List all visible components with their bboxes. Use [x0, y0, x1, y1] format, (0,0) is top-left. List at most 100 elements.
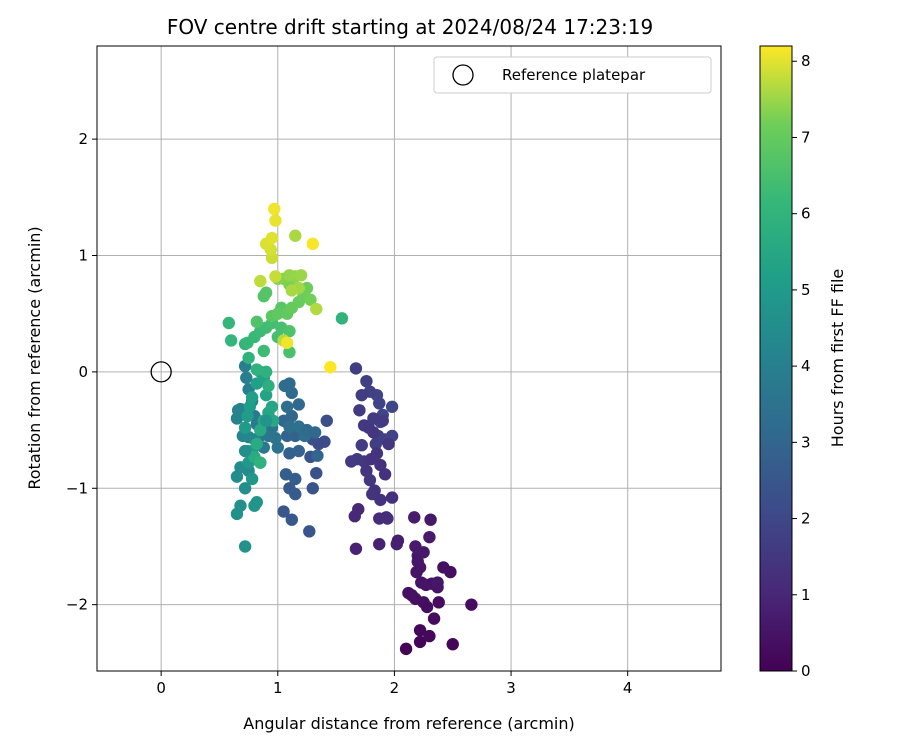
y-tick-label: 2 [78, 130, 88, 148]
data-point [364, 452, 378, 466]
data-point [285, 513, 298, 526]
plot-frame [96, 45, 722, 672]
colorbar-tick-label: 1 [801, 586, 811, 604]
reference-platepar-marker [150, 361, 172, 383]
data-point [423, 629, 436, 643]
data-point [245, 472, 259, 486]
x-tick-label: 3 [506, 679, 516, 697]
data-point [360, 464, 373, 478]
y-tick-label: 0 [78, 363, 88, 381]
data-point [306, 237, 319, 251]
data-point [417, 546, 430, 559]
data-point [294, 269, 308, 282]
x-axis-label: Angular distance from reference (arcmin) [243, 714, 574, 733]
data-point [271, 307, 284, 320]
data-point [230, 507, 244, 521]
data-point [360, 374, 373, 388]
data-point [269, 270, 282, 283]
data-point [345, 455, 358, 468]
data-point [262, 379, 275, 393]
colorbar-tick-label: 3 [801, 433, 811, 451]
data-point [355, 439, 368, 452]
data-point [289, 487, 302, 501]
y-tick-label: −1 [66, 479, 88, 497]
data-point [259, 388, 273, 402]
data-point [285, 409, 298, 423]
data-point [385, 491, 399, 504]
data-point [277, 505, 290, 518]
data-point [303, 525, 316, 538]
data-point [280, 429, 294, 443]
x-tick-label: 0 [156, 679, 166, 697]
colorbar: 0 1 2 3 4 5 6 7 8 Hours from first FF file [759, 45, 847, 680]
data-point [283, 269, 296, 282]
colorbar-tick-label: 4 [801, 357, 811, 375]
colorbar-tick-label: 6 [801, 205, 811, 223]
data-point [279, 468, 293, 481]
data-point [373, 537, 386, 551]
chart-title: FOV centre drift starting at 2024/08/24 … [167, 15, 653, 39]
data-point [240, 371, 253, 384]
data-point [382, 437, 395, 451]
data-point [283, 447, 296, 460]
data-point [378, 468, 392, 481]
data-point [259, 286, 273, 299]
data-point [269, 214, 282, 227]
legend: Reference platepar [433, 56, 712, 94]
colorbar-tick-label: 0 [801, 662, 811, 680]
y-tick-label: 1 [78, 246, 88, 264]
x-tick-label: 1 [273, 679, 283, 697]
data-point [238, 482, 252, 495]
data-point [254, 274, 267, 288]
colorbar-tick-label: 2 [801, 510, 811, 528]
data-point [349, 542, 363, 555]
data-point [408, 511, 421, 524]
data-point [335, 312, 349, 325]
data-point [355, 388, 368, 402]
x-axis-ticks: 0 1 2 3 4 [156, 671, 632, 697]
data-point [367, 426, 380, 439]
data-point [415, 576, 428, 589]
colorbar-gradient [759, 45, 793, 672]
y-tick-label: −2 [66, 596, 88, 614]
legend-box [433, 56, 712, 94]
data-point [308, 426, 322, 439]
data-point [242, 351, 255, 365]
data-point [265, 231, 279, 245]
data-point [465, 598, 478, 611]
data-point [381, 512, 394, 525]
data-point [271, 441, 284, 454]
data-point [230, 470, 244, 483]
legend-label: Reference platepar [502, 66, 646, 84]
data-point [310, 302, 323, 316]
data-point [423, 530, 436, 544]
data-point [348, 510, 361, 523]
data-point [238, 444, 252, 458]
data-point [292, 398, 305, 411]
data-point [304, 293, 317, 306]
y-axis-label: Rotation from reference (arcmin) [25, 226, 44, 489]
data-point [280, 336, 294, 349]
x-tick-label: 2 [390, 679, 400, 697]
data-point [283, 420, 296, 433]
x-tick-label: 4 [623, 679, 633, 697]
data-point [289, 472, 302, 486]
data-point [250, 437, 263, 451]
data-point [424, 513, 437, 526]
data-point [268, 202, 281, 216]
colorbar-tick-label: 8 [801, 52, 811, 70]
data-point [285, 284, 298, 297]
data-point [324, 361, 337, 374]
data-point [222, 316, 235, 330]
data-point [241, 409, 254, 423]
data-point [306, 482, 319, 495]
data-point [254, 456, 267, 469]
data-point [254, 423, 267, 437]
colorbar-tick-label: 5 [801, 281, 811, 299]
data-point [238, 540, 252, 553]
colorbar-ticks: 0 1 2 3 4 5 6 7 8 [792, 52, 811, 680]
data-point [427, 612, 441, 625]
colorbar-tick-label: 7 [801, 128, 811, 146]
grid-lines [97, 46, 721, 671]
data-point [366, 487, 379, 501]
